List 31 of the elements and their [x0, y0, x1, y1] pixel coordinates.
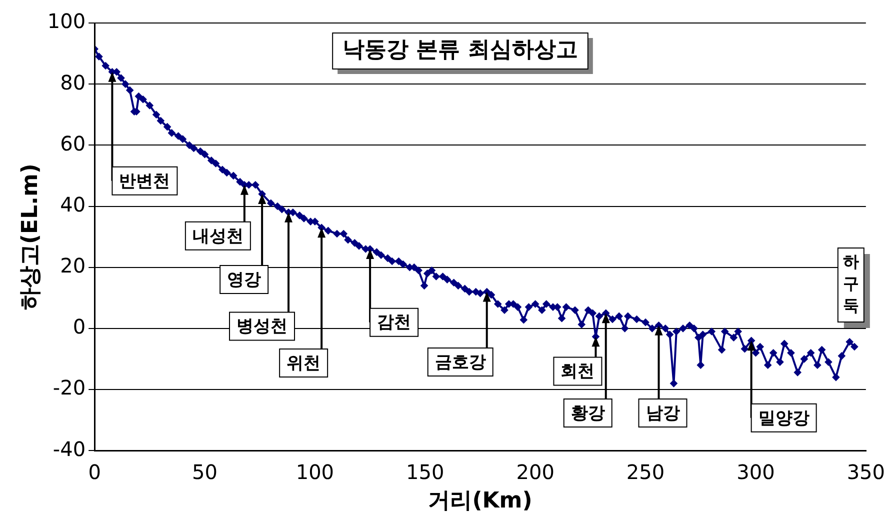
y-tick-label: 0 — [72, 314, 86, 339]
y-tick-label: 100 — [47, 9, 86, 34]
x-tick-label: 50 — [192, 460, 218, 484]
x-tick-label: 150 — [406, 460, 444, 484]
annotation: 하구둑 — [842, 252, 859, 316]
y-tick-label: -20 — [52, 376, 86, 400]
x-tick-label: 350 — [846, 460, 886, 484]
text: 낙동강 본류 최심하상고 — [342, 38, 578, 63]
annotation: 내성천 — [192, 226, 244, 246]
x-tick-label: 200 — [516, 460, 554, 484]
annotation: 황강 — [570, 403, 605, 424]
annotation: 회천 — [560, 362, 595, 382]
x-tick-label: 0 — [88, 460, 101, 484]
annotation: 남강 — [646, 403, 680, 424]
annotation: 병성천 — [236, 316, 288, 337]
annotation: 반변천 — [119, 171, 170, 192]
y-tick-label: 60 — [60, 131, 86, 156]
x-tick-label: 250 — [626, 460, 665, 484]
y-tick-label: 80 — [60, 70, 86, 94]
x-tick-label: 300 — [736, 460, 775, 484]
annotation: 영강 — [227, 270, 262, 290]
y-tick-label: 40 — [60, 192, 86, 216]
y-axis-title: 하상고(EL.m) — [18, 164, 43, 310]
annotation: 금호강 — [434, 352, 486, 372]
x-axis-title: 거리(Km) — [428, 488, 532, 514]
annotation: 밀양강 — [758, 408, 810, 428]
annotation: 감천 — [377, 312, 412, 333]
y-tick-label: -40 — [52, 436, 86, 461]
annotation: 위천 — [286, 353, 321, 374]
x-tick-label: 100 — [296, 460, 334, 484]
y-tick-label: 20 — [60, 254, 86, 278]
